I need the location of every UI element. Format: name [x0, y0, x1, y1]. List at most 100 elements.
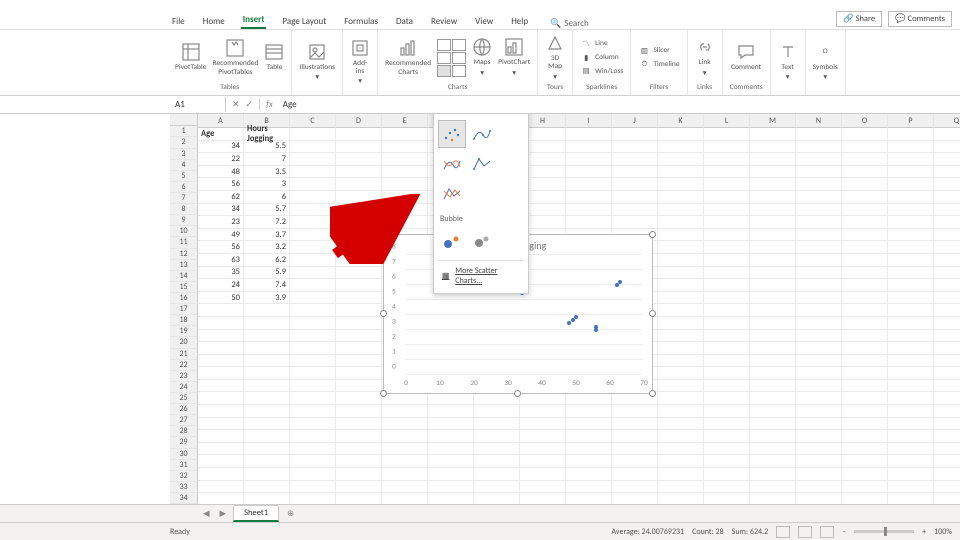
- cell[interactable]: [842, 481, 888, 494]
- cell[interactable]: [704, 254, 750, 267]
- cell[interactable]: [198, 367, 244, 380]
- cell[interactable]: [796, 216, 842, 229]
- cell[interactable]: [934, 216, 960, 229]
- cell[interactable]: [796, 178, 842, 191]
- cell[interactable]: [244, 405, 290, 418]
- cell[interactable]: [796, 468, 842, 481]
- cell[interactable]: [704, 267, 750, 280]
- cell[interactable]: [796, 405, 842, 418]
- cell[interactable]: [336, 418, 382, 431]
- cell[interactable]: [842, 330, 888, 343]
- row-header[interactable]: 15: [170, 282, 198, 293]
- comments-button[interactable]: 💬 Comments: [888, 11, 952, 27]
- slicer-button[interactable]: ▥Slicer: [638, 44, 679, 57]
- cell[interactable]: [290, 468, 336, 481]
- cell[interactable]: [336, 342, 382, 355]
- cell[interactable]: [566, 166, 612, 179]
- cell[interactable]: [796, 317, 842, 330]
- cell[interactable]: [336, 191, 382, 204]
- cell[interactable]: [842, 191, 888, 204]
- cell[interactable]: [336, 455, 382, 468]
- cell[interactable]: [290, 418, 336, 431]
- cell[interactable]: [428, 405, 474, 418]
- cell[interactable]: [888, 153, 934, 166]
- cell[interactable]: [198, 392, 244, 405]
- cell[interactable]: [888, 367, 934, 380]
- cell[interactable]: [290, 443, 336, 456]
- row-header[interactable]: 22: [170, 360, 198, 371]
- cell[interactable]: [244, 330, 290, 343]
- cell[interactable]: [796, 128, 842, 141]
- cell[interactable]: [290, 392, 336, 405]
- cell[interactable]: [198, 443, 244, 456]
- recommended-charts-button[interactable]: RecommendedCharts: [385, 38, 431, 77]
- cell[interactable]: 6: [244, 191, 290, 204]
- cell[interactable]: [750, 304, 796, 317]
- cell[interactable]: 56: [198, 241, 244, 254]
- cell[interactable]: 7.4: [244, 279, 290, 292]
- cell[interactable]: [934, 292, 960, 305]
- cell[interactable]: [290, 430, 336, 443]
- cell[interactable]: [796, 443, 842, 456]
- cell[interactable]: [934, 279, 960, 292]
- cell[interactable]: [750, 430, 796, 443]
- cell[interactable]: 3.2: [244, 241, 290, 254]
- cell[interactable]: [704, 392, 750, 405]
- cell[interactable]: 48: [198, 166, 244, 179]
- cell[interactable]: [750, 292, 796, 305]
- ribbon-tab-help[interactable]: Help: [509, 14, 530, 29]
- cell[interactable]: [290, 267, 336, 280]
- cell[interactable]: 22: [198, 153, 244, 166]
- cell[interactable]: [934, 267, 960, 280]
- cell[interactable]: 50: [198, 292, 244, 305]
- cell[interactable]: [198, 430, 244, 443]
- cell[interactable]: [796, 481, 842, 494]
- zoom-out[interactable]: −: [842, 527, 846, 537]
- cell[interactable]: 7.2: [244, 216, 290, 229]
- recommended-pivottables-button[interactable]: RecommendedPivotTables: [212, 38, 258, 77]
- cell[interactable]: [934, 330, 960, 343]
- cell[interactable]: [382, 481, 428, 494]
- ribbon-tab-home[interactable]: Home: [201, 14, 227, 29]
- cell[interactable]: [750, 241, 796, 254]
- column-header[interactable]: A: [198, 114, 244, 128]
- cell[interactable]: 3.5: [244, 166, 290, 179]
- cell[interactable]: [888, 178, 934, 191]
- page-break-view-button[interactable]: [820, 526, 834, 538]
- cell[interactable]: [566, 216, 612, 229]
- cell[interactable]: [750, 279, 796, 292]
- sheet-nav-prev[interactable]: ◀: [200, 509, 213, 519]
- cell[interactable]: [796, 254, 842, 267]
- cell[interactable]: [750, 443, 796, 456]
- cell[interactable]: [658, 418, 704, 431]
- ribbon-tab-data[interactable]: Data: [394, 14, 415, 29]
- cell[interactable]: [704, 166, 750, 179]
- cell[interactable]: [934, 141, 960, 154]
- symbols-button[interactable]: ΩSymbols▾: [813, 42, 838, 83]
- cell[interactable]: [750, 418, 796, 431]
- fb-enter[interactable]: ✓: [246, 99, 254, 110]
- cell[interactable]: [382, 204, 428, 217]
- cell[interactable]: [704, 292, 750, 305]
- cell[interactable]: [842, 204, 888, 217]
- cell[interactable]: [658, 292, 704, 305]
- cell[interactable]: [336, 216, 382, 229]
- cell[interactable]: [934, 418, 960, 431]
- cell[interactable]: [198, 405, 244, 418]
- cell[interactable]: [612, 418, 658, 431]
- cell[interactable]: [244, 392, 290, 405]
- cell[interactable]: [658, 241, 704, 254]
- row-header[interactable]: 25: [170, 393, 198, 404]
- cell[interactable]: [520, 468, 566, 481]
- cell[interactable]: [704, 178, 750, 191]
- cell[interactable]: [796, 392, 842, 405]
- cell[interactable]: 5.5: [244, 141, 290, 154]
- cell[interactable]: [520, 418, 566, 431]
- cell[interactable]: [244, 317, 290, 330]
- cell[interactable]: [888, 292, 934, 305]
- cell[interactable]: [336, 254, 382, 267]
- cell[interactable]: [474, 481, 520, 494]
- cell[interactable]: [796, 355, 842, 368]
- cell[interactable]: [934, 191, 960, 204]
- cell[interactable]: [842, 418, 888, 431]
